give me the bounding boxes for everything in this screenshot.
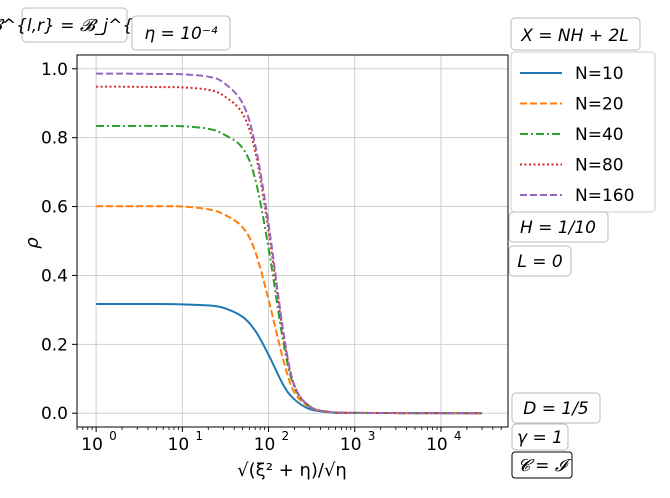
legend-label: N=10 [575, 64, 624, 84]
y-tick-label: 1.0 [41, 60, 68, 80]
svg-text:γ = 1: γ = 1 [517, 428, 563, 448]
series-line-n-160 [96, 72, 483, 415]
legend-label: N=20 [575, 95, 624, 115]
x-tick-label: 10 [426, 435, 448, 455]
y-tick-label: 0.0 [41, 404, 68, 424]
annotation-l: L = 0 [508, 245, 572, 277]
x-tick-label: 10 [254, 435, 276, 455]
svg-text:H = 1/10: H = 1/10 [520, 218, 596, 238]
legend: N=10 N=20 N=40 N=80 N=160 [510, 51, 656, 213]
annotation-d: D = 1/5 [511, 392, 601, 424]
series-lines [96, 72, 483, 415]
svg-text:X = NH + 2L: X = NH + 2L [520, 26, 629, 46]
series-line-n-40 [96, 124, 483, 415]
y-ticks: 0.0 0.2 0.4 0.6 0.8 1.0 [41, 60, 77, 424]
y-tick-label: 0.8 [41, 129, 68, 149]
legend-label: N=40 [575, 125, 624, 145]
legend-label: N=80 [575, 156, 624, 176]
x-tick-label: 10 [81, 435, 103, 455]
x-tick-exponent: 0 [109, 429, 117, 443]
x-tick-exponent: 3 [368, 429, 376, 443]
svg-text:L = 0: L = 0 [517, 252, 562, 272]
annotation-x-formula: X = NH + 2L [510, 17, 641, 51]
legend-label: N=160 [575, 186, 634, 206]
annotation-b-equation: 𝓑^{l,r} = 𝓑_j^{l,r} [0, 7, 161, 43]
y-tick-label: 0.4 [41, 266, 68, 286]
svg-text:η = 10⁻⁴: η = 10⁻⁴ [144, 24, 217, 44]
annotation-eta: η = 10⁻⁴ [131, 15, 231, 51]
y-axis-label: ρ [22, 237, 43, 249]
series-line-n-80 [96, 85, 483, 415]
series-line-n-10 [96, 303, 483, 415]
series-line-n-20 [96, 205, 483, 415]
annotation-c: 𝓒 = 𝓘 [511, 451, 573, 479]
svg-text:𝓒 = 𝓘: 𝓒 = 𝓘 [518, 456, 572, 476]
x-axis-label: √(ξ² + η)/√η [237, 460, 347, 481]
y-tick-label: 0.6 [41, 198, 68, 218]
svg-text:D = 1/5: D = 1/5 [523, 399, 589, 419]
annotation-h: H = 1/10 [508, 211, 609, 243]
x-tick-label: 10 [168, 435, 190, 455]
grid [77, 55, 508, 427]
x-tick-exponent: 4 [454, 429, 462, 443]
x-tick-label: 10 [340, 435, 362, 455]
x-tick-exponent: 2 [282, 429, 290, 443]
x-tick-exponent: 1 [195, 429, 203, 443]
y-tick-label: 0.2 [41, 335, 68, 355]
plot-frame [76, 54, 509, 428]
x-ticks: 10 0 10 1 10 2 10 3 10 4 [76, 427, 502, 455]
svg-text:𝓑^{l,r} = 𝓑_j^{l,r}: 𝓑^{l,r} = 𝓑_j^{l,r} [0, 16, 161, 36]
annotation-gamma: γ = 1 [511, 423, 569, 451]
